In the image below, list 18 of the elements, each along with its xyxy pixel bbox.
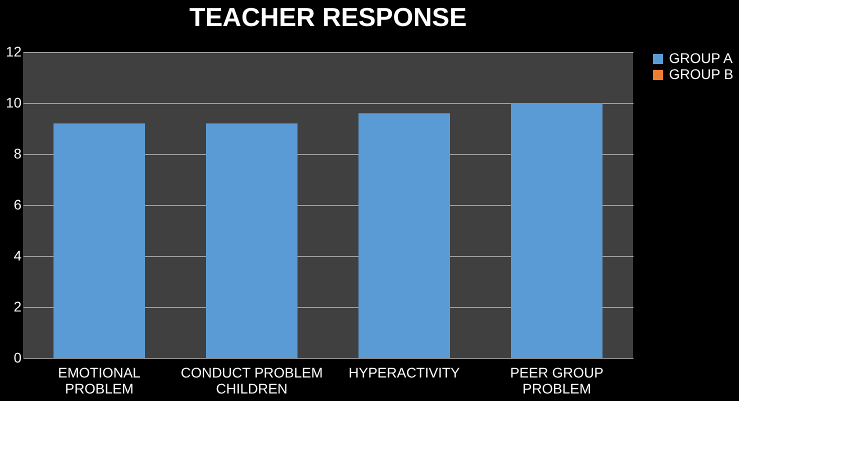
- y-tick-label: 2: [14, 298, 22, 314]
- bar: [54, 123, 145, 358]
- legend-label: GROUP B: [669, 66, 734, 82]
- x-tick-label: HYPERACTIVITY: [348, 364, 461, 380]
- y-tick-label: 0: [14, 350, 22, 366]
- y-tick-label: 8: [14, 146, 22, 162]
- bar: [358, 113, 450, 358]
- y-tick-label: 10: [6, 94, 22, 110]
- x-tick-label: CONDUCT PROBLEM CHILDREN: [180, 364, 323, 396]
- y-tick-label: 12: [6, 44, 22, 60]
- chart-title: TEACHER RESPONSE: [189, 2, 467, 32]
- bar: [511, 103, 602, 358]
- bar: [206, 123, 298, 358]
- y-tick-label: 4: [14, 248, 22, 264]
- y-tick-label: 6: [14, 196, 22, 212]
- x-tick-label: PEER GROUP PROBLEM: [510, 364, 604, 396]
- x-tick-label: EMOTIONAL PROBLEM: [58, 364, 141, 396]
- legend-label: GROUP A: [669, 50, 734, 66]
